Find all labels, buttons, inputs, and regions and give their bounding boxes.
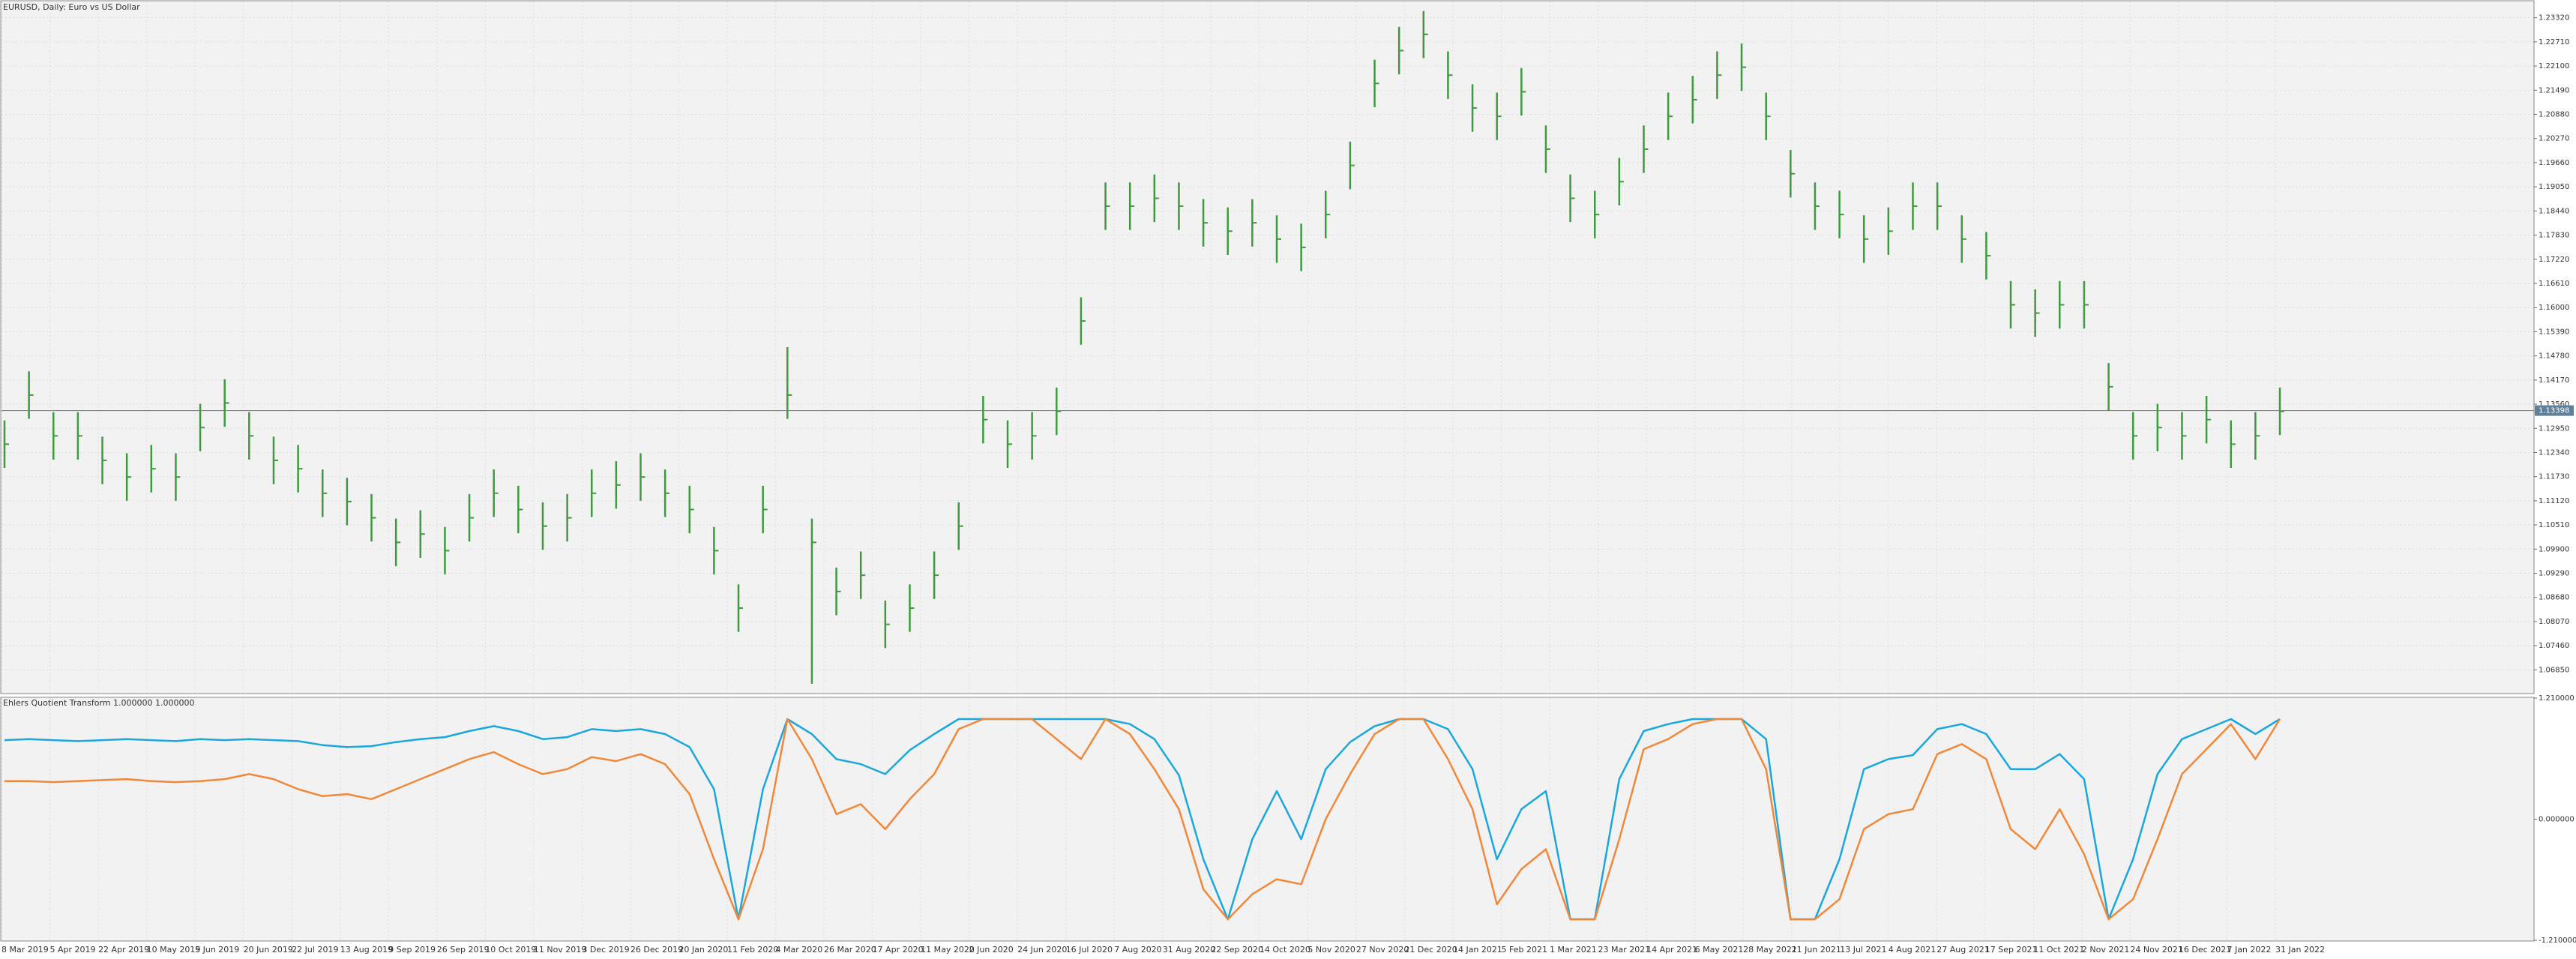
y-tick-label: 1.16000 (2539, 304, 2569, 312)
y-tick-label: 1.22710 (2539, 38, 2569, 46)
x-tick-label: 8 Mar 2019 (1, 945, 49, 955)
x-tick-label: 3 Dec 2019 (582, 945, 629, 955)
y-tick-label: 1.10510 (2539, 521, 2569, 529)
x-tick-label: 11 Feb 2020 (727, 945, 778, 955)
y-tick-label: 1.13560 (2539, 400, 2569, 409)
x-tick-label: 5 Feb 2021 (1501, 945, 1547, 955)
price-panel (0, 0, 2535, 694)
x-tick-label: 22 Jul 2019 (292, 945, 338, 955)
x-tick-label: 2 Nov 2021 (2082, 945, 2129, 955)
x-tick-label: 28 May 2021 (1743, 945, 1797, 955)
y-tick-label: 1.21490 (2539, 86, 2569, 94)
y-tick-label: 1.14170 (2539, 376, 2569, 385)
indicator-panel (0, 697, 2535, 942)
x-tick-label: 13 Aug 2019 (340, 945, 393, 955)
x-tick-label: 7 Aug 2020 (1114, 945, 1161, 955)
indicator-line (4, 718, 2281, 921)
current-price-label: 1.13398 (2539, 407, 2569, 415)
x-tick-label: 11 Oct 2021 (2033, 945, 2084, 955)
y-tick-label: 1.18440 (2539, 207, 2569, 215)
x-tick-label: 14 Oct 2020 (1260, 945, 1310, 955)
y-tick-label: 1.22100 (2539, 62, 2569, 70)
current-price-box (2535, 405, 2574, 416)
x-tick-label: 11 May 2020 (921, 945, 975, 955)
y-tick-label: 1.12950 (2539, 424, 2569, 433)
x-tick-label: 1 Mar 2021 (1550, 945, 1597, 955)
y-tick-label: 1.20880 (2539, 110, 2569, 118)
x-tick-label: 10 May 2019 (147, 945, 201, 955)
y-tick-label: 1.16610 (2539, 280, 2569, 288)
y-tick-label: 1.19660 (2539, 159, 2569, 167)
y-tick-label: 1.14780 (2539, 352, 2569, 361)
x-tick-label: 23 Mar 2021 (1598, 945, 1651, 955)
y-tick-label: -1.210000 (2539, 937, 2576, 945)
x-tick-label: 9 Sep 2019 (388, 945, 436, 955)
x-tick-label: 21 Dec 2020 (1404, 945, 1457, 955)
x-tick-label: 6 May 2021 (1695, 945, 1744, 955)
x-tick-label: 5 Jun 2019 (195, 945, 239, 955)
x-tick-label: 4 Mar 2020 (776, 945, 823, 955)
x-tick-label: 21 Jun 2021 (1792, 945, 1841, 955)
x-tick-label: 26 Mar 2020 (824, 945, 876, 955)
x-tick-label: 20 Jan 2020 (678, 945, 728, 955)
x-tick-label: 27 Nov 2020 (1356, 945, 1409, 955)
x-tick-label: 5 Apr 2019 (50, 945, 96, 955)
x-tick-label: 22 Apr 2019 (98, 945, 149, 955)
x-tick-label: 20 Jun 2019 (244, 945, 293, 955)
y-tick-label: 1.07460 (2539, 642, 2569, 650)
y-tick-label: 1.15390 (2539, 328, 2569, 336)
x-tick-label: 26 Dec 2019 (631, 945, 683, 955)
indicator-line (4, 718, 2281, 921)
x-tick-label: 24 Nov 2021 (2130, 945, 2182, 955)
x-tick-label: 14 Jan 2021 (1453, 945, 1502, 955)
x-tick-label: 7 Jan 2022 (2227, 945, 2271, 955)
x-tick-label: 5 Nov 2020 (1307, 945, 1355, 955)
x-tick-label: 31 Aug 2020 (1163, 945, 1215, 955)
indicator-title: Ehlers Quotient Transform 1.000000 1.000… (3, 698, 194, 708)
y-tick-label: 1.19050 (2539, 183, 2569, 191)
y-tick-label: 1.08070 (2539, 618, 2569, 626)
x-tick-label: 10 Oct 2019 (485, 945, 536, 955)
x-tick-label: 11 Nov 2019 (534, 945, 586, 955)
x-tick-label: 26 Sep 2019 (437, 945, 490, 955)
y-tick-label: 1.17830 (2539, 232, 2569, 240)
x-tick-label: 16 Jul 2020 (1066, 945, 1113, 955)
x-tick-label: 13 Jul 2021 (1840, 945, 1886, 955)
y-tick-label: 1.09290 (2539, 570, 2569, 578)
y-tick-label: 1.06850 (2539, 666, 2569, 674)
x-tick-label: 17 Apr 2020 (873, 945, 924, 955)
y-tick-label: 1.08680 (2539, 594, 2569, 602)
y-tick-label: 1.12340 (2539, 448, 2569, 457)
x-tick-label: 27 Aug 2021 (1936, 945, 1989, 955)
x-tick-label: 16 Dec 2021 (2179, 945, 2231, 955)
y-tick-label: 1.09900 (2539, 545, 2569, 553)
y-tick-label: 1.11120 (2539, 497, 2569, 505)
x-tick-label: 17 Sep 2021 (1985, 945, 2038, 955)
y-tick-label: 1.20270 (2539, 135, 2569, 143)
x-tick-label: 31 Jan 2022 (2275, 945, 2325, 955)
x-tick-label: 22 Sep 2020 (1211, 945, 1263, 955)
y-tick-label: 1.210000 (2539, 694, 2575, 703)
chart-title: EURUSD, Daily: Euro vs US Dollar (3, 2, 140, 12)
x-tick-label: 4 Aug 2021 (1889, 945, 1936, 955)
y-tick-label: 0.000000 (2539, 816, 2575, 824)
x-tick-label: 24 Jun 2020 (1017, 945, 1067, 955)
y-tick-label: 1.17220 (2539, 256, 2569, 264)
y-tick-label: 1.23320 (2539, 14, 2569, 22)
y-tick-label: 1.11730 (2539, 473, 2569, 481)
x-tick-label: 14 Apr 2021 (1646, 945, 1697, 955)
x-tick-label: 2 Jun 2020 (969, 945, 1014, 955)
